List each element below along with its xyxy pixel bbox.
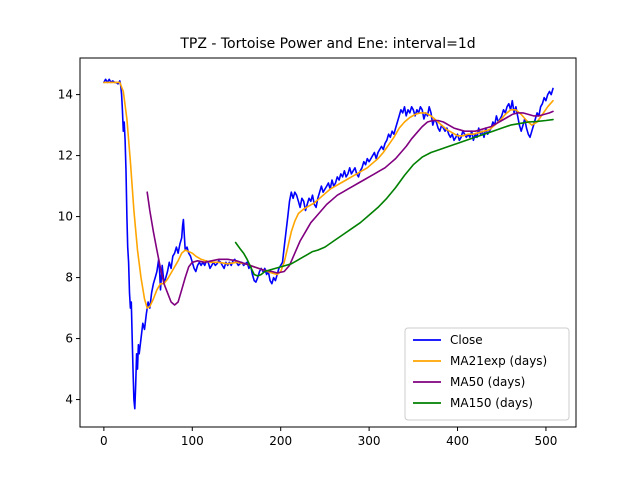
- legend: Close MA21exp (days) MA50 (days) MA150 (day…: [404, 327, 570, 421]
- legend-label: MA50 (days): [450, 375, 525, 389]
- legend-label: MA150 (days): [450, 396, 533, 410]
- series-line-1: [103, 81, 554, 309]
- plot-area-frame: [79, 57, 577, 428]
- legend-label: MA21exp (days): [450, 354, 547, 368]
- x-tick-label: 400: [446, 434, 469, 448]
- y-tick-label: 12: [58, 149, 73, 163]
- series-line-2: [146, 110, 554, 306]
- y-tick-label: 8: [65, 271, 73, 285]
- x-tick-label: 500: [534, 434, 557, 448]
- x-tick-label: 0: [100, 434, 108, 448]
- y-tick-label: 4: [65, 393, 73, 407]
- legend-label: Close: [450, 333, 483, 347]
- chart-title: TPZ - Tortoise Power and Ene: interval=1…: [179, 36, 475, 52]
- y-tick-label: 10: [58, 210, 73, 224]
- axis-ticks: 0 100 200 300 400 500 4 6 8 10 12 14: [58, 88, 558, 448]
- x-tick-label: 300: [358, 434, 381, 448]
- x-tick-label: 100: [181, 434, 204, 448]
- y-tick-label: 6: [65, 332, 73, 346]
- series-line-3: [234, 118, 554, 277]
- legend-box: [404, 327, 570, 421]
- series-layer: [103, 78, 554, 410]
- y-tick-label: 14: [58, 88, 73, 102]
- series-line-0: [103, 78, 554, 410]
- x-tick-label: 200: [269, 434, 292, 448]
